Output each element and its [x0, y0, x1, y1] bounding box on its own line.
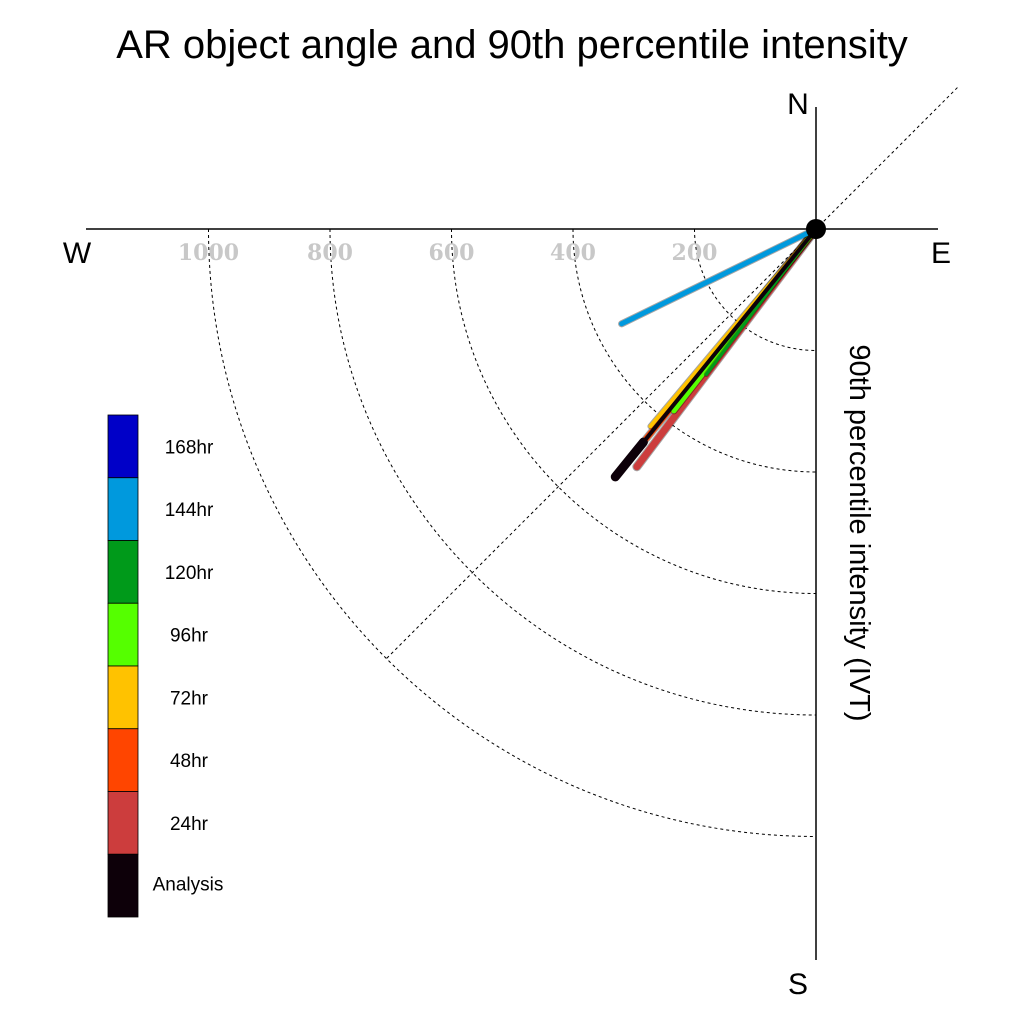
legend-swatch-168hr [107, 414, 139, 479]
vector-Analysis-tail [610, 437, 648, 482]
radial-tick-600: 600 [429, 240, 475, 266]
legend-swatch-72hr [107, 665, 139, 730]
legend-swatch-120hr [107, 540, 139, 604]
chart-title: AR object angle and 90th percentile inte… [116, 23, 908, 67]
vector-144hr [619, 226, 819, 327]
east-label: E [931, 237, 951, 270]
legend-label-144hr: 144hr [165, 500, 214, 521]
y-axis-label: 90th percentile intensity (IVT) [843, 344, 875, 721]
legend-swatch-24hr [107, 791, 139, 855]
legend-label-24hr: 24hr [170, 814, 209, 835]
grid-arc-200 [694, 228, 817, 351]
legend-label-72hr: 72hr [170, 688, 209, 709]
north-label: N [787, 88, 809, 121]
radial-tick-labels: 200 400 600 800 1000 [178, 240, 718, 266]
legend-label-Analysis: Analysis [153, 875, 224, 896]
grid-arc-400 [572, 228, 817, 473]
origin-marker [806, 219, 826, 239]
grid-arc-1000 [208, 228, 817, 837]
legend-swatch-96hr [107, 602, 139, 667]
diagonal-reference-line [385, 87, 958, 660]
legend-swatch-144hr [107, 477, 139, 541]
polar-grid [208, 87, 958, 837]
radial-tick-200: 200 [672, 240, 718, 266]
legend-swatch-Analysis [107, 853, 139, 918]
radial-tick-800: 800 [307, 240, 353, 266]
legend-swatch-48hr [107, 728, 139, 792]
compass-axes [86, 107, 938, 960]
legend-label-48hr: 48hr [170, 751, 209, 772]
vector-Analysis [613, 227, 818, 479]
intensity-vectors [610, 219, 826, 482]
radial-tick-400: 400 [550, 240, 596, 266]
grid-arc-600 [451, 228, 817, 594]
west-label: W [63, 237, 92, 270]
legend-label-120hr: 120hr [165, 563, 214, 584]
grid-arc-800 [329, 228, 817, 716]
legend: 168hr 144hr 120hr 96hr 72hr 48hr 24hr Analysis [107, 414, 224, 918]
legend-label-168hr: 168hr [165, 437, 214, 458]
radial-tick-1000: 1000 [178, 240, 239, 266]
south-label: S [788, 968, 808, 1001]
legend-label-96hr: 96hr [170, 626, 209, 647]
